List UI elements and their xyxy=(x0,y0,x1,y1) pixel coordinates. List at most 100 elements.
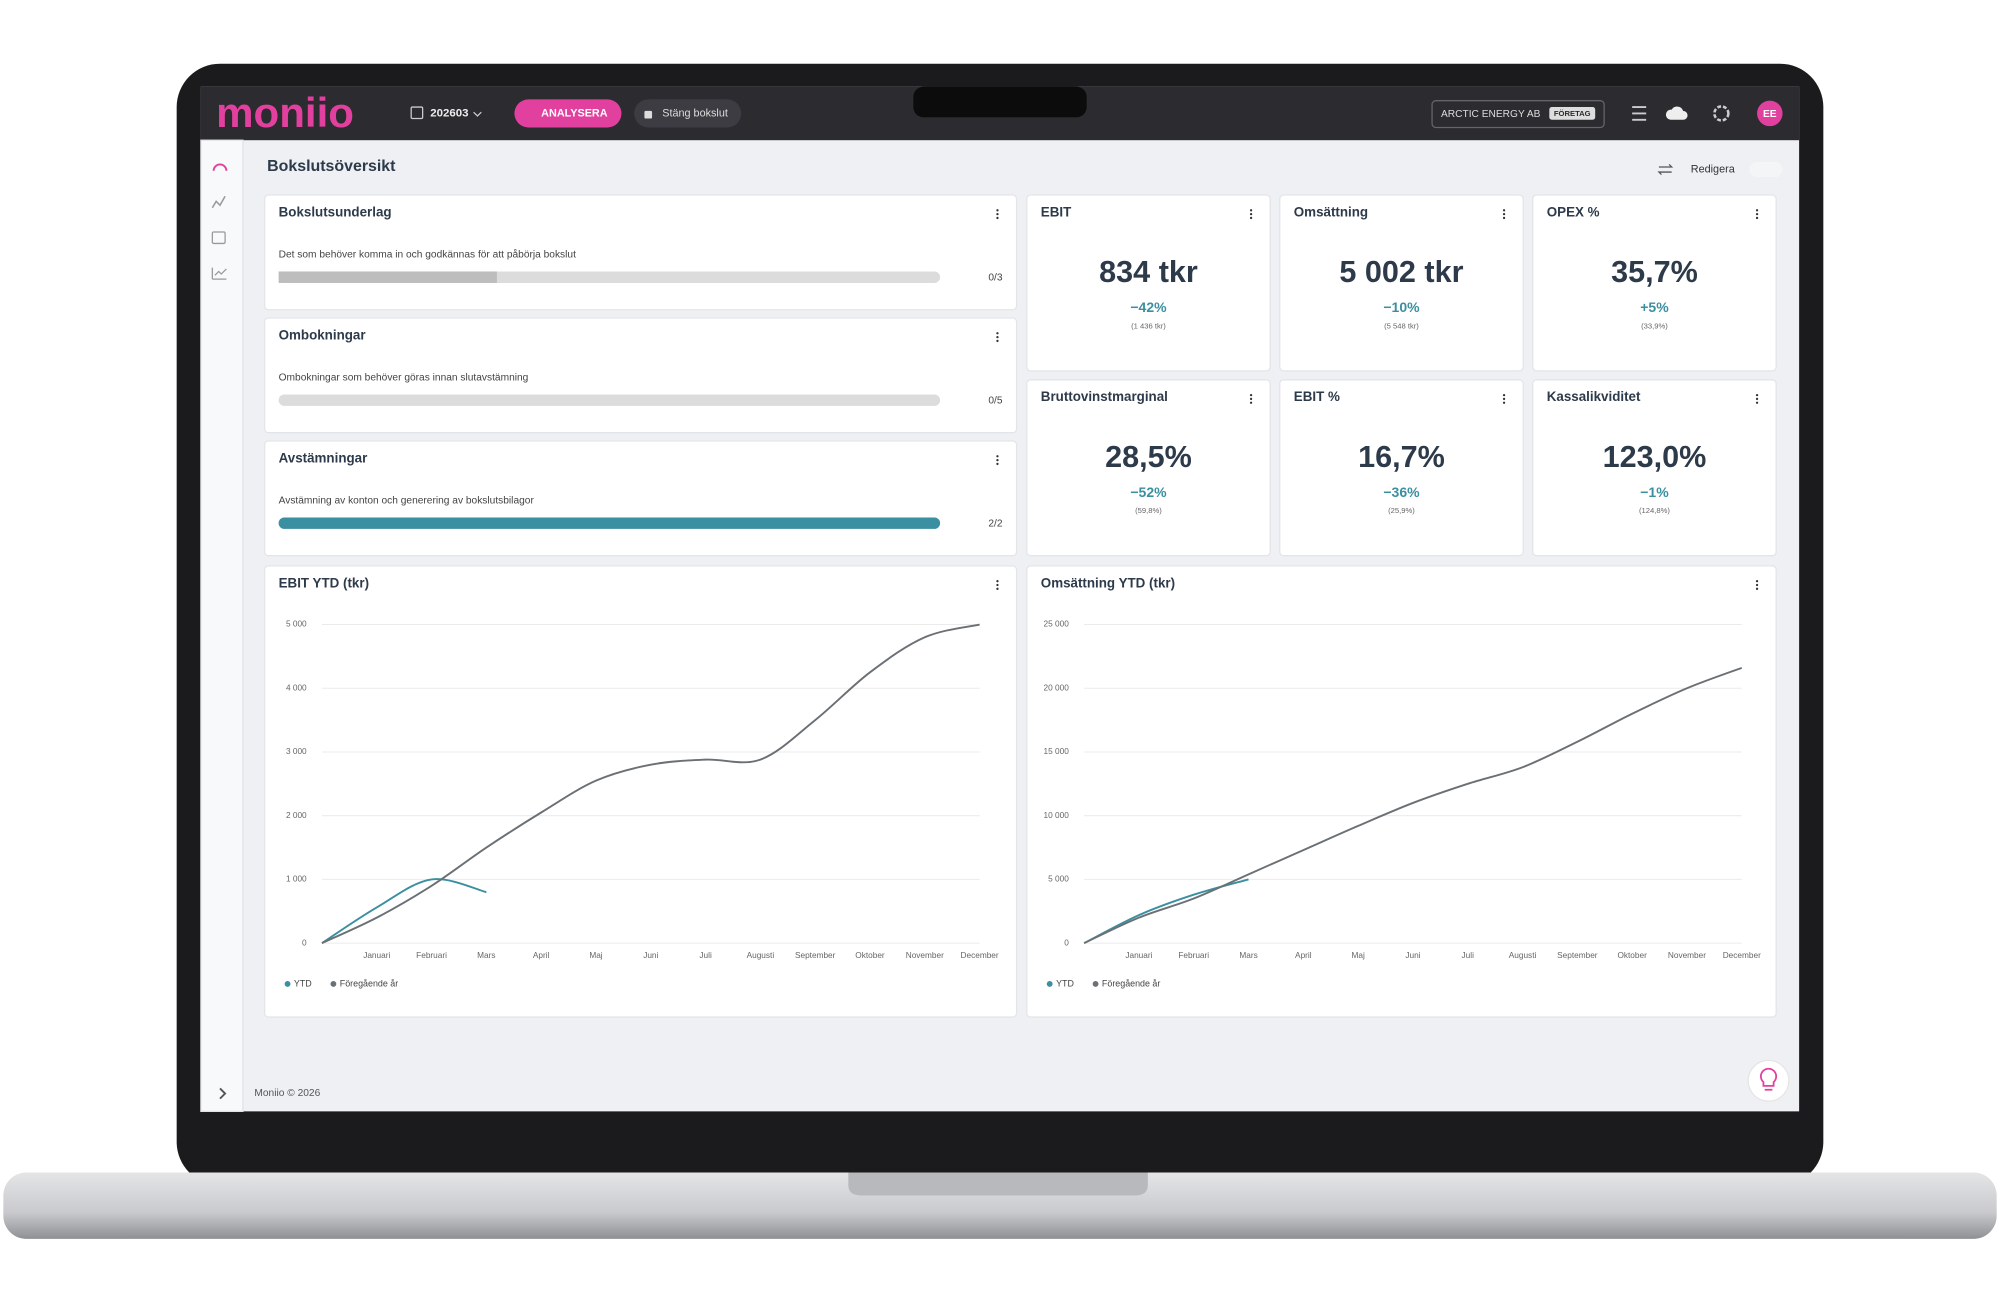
avatar-initials[interactable]: EE xyxy=(1763,109,1777,120)
lightbulb-icon xyxy=(1759,1067,1778,1091)
analyze-label[interactable]: ANALYSERA xyxy=(541,107,608,119)
menu-dot xyxy=(1502,401,1506,404)
edit-toggle[interactable] xyxy=(1749,161,1783,178)
menu-dot xyxy=(996,462,999,466)
task-title: Bokslutsunderlag xyxy=(279,204,392,219)
card-menu[interactable] xyxy=(996,332,999,343)
card-menu[interactable] xyxy=(1755,580,1759,590)
legend-item[interactable]: YTD xyxy=(284,978,312,988)
menu-dot xyxy=(996,212,999,216)
legend-label: YTD xyxy=(1056,978,1074,988)
x-tick-label: Januari xyxy=(363,951,390,960)
legend-dot xyxy=(330,980,337,987)
menu-dot xyxy=(996,458,999,462)
period-button[interactable]: 202603 xyxy=(430,107,468,119)
nav-dashboard[interactable] xyxy=(212,163,228,171)
settings-icon[interactable] xyxy=(1713,105,1730,122)
task-description: Det som behöver komma in och godkännas f… xyxy=(279,249,576,261)
laptop-base xyxy=(3,1172,1997,1239)
content: Bokslutsunderlag Det som behöver komma in… xyxy=(263,194,1777,1018)
menu-dot xyxy=(1755,583,1759,587)
menu-dot xyxy=(1249,401,1253,404)
menu-dot xyxy=(1755,580,1759,583)
analyze-button[interactable] xyxy=(514,99,622,128)
menu-dot xyxy=(1755,401,1759,404)
x-tick-label: Januari xyxy=(1125,951,1152,960)
x-tick-label: Februari xyxy=(416,951,447,960)
legend-label: YTD xyxy=(294,978,312,988)
x-tick-label: Augusti xyxy=(1509,951,1537,960)
logo[interactable]: moniio xyxy=(216,89,354,136)
y-tick-label: 1 000 xyxy=(286,875,307,884)
card-menu[interactable] xyxy=(996,209,999,220)
menu-dot xyxy=(1755,209,1759,212)
legend-dot xyxy=(284,980,291,987)
legend-item[interactable]: YTD xyxy=(1046,978,1074,988)
menu-dot xyxy=(1502,216,1506,220)
legend-item[interactable]: Föregående år xyxy=(1092,978,1161,988)
close-label[interactable]: Stäng bokslut xyxy=(662,107,728,119)
expand-sidebar[interactable] xyxy=(219,1087,227,1100)
card-menu[interactable] xyxy=(996,580,999,590)
card-menu[interactable] xyxy=(1755,393,1759,404)
y-tick-label: 0 xyxy=(302,938,307,947)
kpi-previous: (59,8%) xyxy=(1135,506,1162,515)
legend-item[interactable]: Föregående år xyxy=(330,978,398,988)
kpi-previous: (1 436 tkr) xyxy=(1131,321,1166,330)
menu-dot xyxy=(1249,216,1253,220)
progress-fill xyxy=(278,271,497,283)
x-tick-label: Maj xyxy=(1351,951,1364,960)
kpi-title: Omsättning xyxy=(1294,204,1368,219)
x-tick-label: September xyxy=(1557,951,1598,960)
menu-dot xyxy=(996,583,999,587)
company-name[interactable]: ARCTIC ENERGY AB xyxy=(1441,109,1541,120)
nav-calendar[interactable] xyxy=(211,231,226,245)
card-menu[interactable] xyxy=(1502,393,1506,404)
card-menu[interactable] xyxy=(1755,209,1759,220)
legend-label: Föregående år xyxy=(340,978,398,988)
nav-reports[interactable] xyxy=(211,267,227,280)
card-menu[interactable] xyxy=(1249,393,1253,404)
camera-notch xyxy=(913,86,1087,118)
x-tick-label: Juli xyxy=(1462,951,1475,960)
close-button[interactable] xyxy=(634,99,742,128)
card-menu[interactable] xyxy=(1249,209,1253,220)
menu-dot xyxy=(1249,393,1253,397)
dropdown-icon xyxy=(473,111,482,117)
list-icon[interactable] xyxy=(1632,106,1647,121)
y-tick-label: 0 xyxy=(1064,938,1069,947)
menu-dot xyxy=(1755,393,1759,397)
card-menu[interactable] xyxy=(996,455,999,466)
kpi-change: −52% xyxy=(1130,484,1167,500)
x-tick-label: Oktober xyxy=(1617,951,1647,960)
footer: Moniio © 2026 xyxy=(254,1088,320,1099)
help-button[interactable] xyxy=(1747,1059,1790,1102)
menu-dot xyxy=(1755,397,1759,401)
menu-dot xyxy=(1502,212,1506,216)
series-line xyxy=(321,878,487,944)
card-menu[interactable] xyxy=(1502,209,1506,220)
kpi-previous: (33,9%) xyxy=(1641,321,1668,330)
company-tag-box xyxy=(1549,107,1596,120)
kpi-title: Kassalikviditet xyxy=(1547,389,1641,404)
x-tick-label: April xyxy=(533,951,550,960)
company-selector[interactable] xyxy=(1431,100,1605,129)
kpi-value: 123,0% xyxy=(1603,440,1707,474)
kpi-change: −10% xyxy=(1383,299,1420,315)
menu-dot xyxy=(1755,212,1759,216)
y-tick-label: 4 000 xyxy=(286,683,307,692)
kpi-previous: (25,9%) xyxy=(1388,506,1415,515)
x-tick-label: September xyxy=(795,951,836,960)
kpi-value: 28,5% xyxy=(1105,440,1192,474)
kpi-change: −1% xyxy=(1640,484,1669,500)
cloud-icon[interactable] xyxy=(1665,106,1688,120)
avatar[interactable] xyxy=(1757,100,1783,127)
page-title: Bokslutsöversikt xyxy=(267,158,396,175)
nav-analysis[interactable] xyxy=(211,195,226,209)
x-tick-label: November xyxy=(1668,951,1706,960)
y-tick-label: 25 000 xyxy=(1044,620,1070,629)
menu-dot xyxy=(1249,212,1253,216)
swap-icon[interactable] xyxy=(1657,163,1674,176)
